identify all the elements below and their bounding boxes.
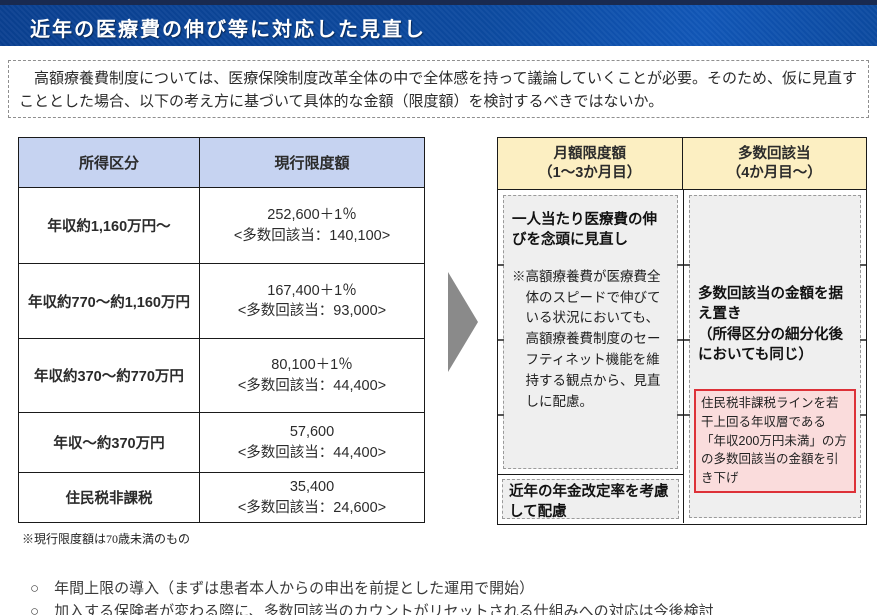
bullet-list: ○ 年間上限の導入（まずは患者本人からの申出を前提とした運用で開始） ○ 加入す… [30, 580, 714, 615]
income-cell: 年収約1,160万円～ [18, 187, 200, 264]
limit-cell: 80,100＋1％ <多数回該当：44,400> [199, 338, 425, 413]
circle-bullet-icon: ○ [30, 602, 40, 615]
monthly-revision-heading: 一人当たり医療費の伸びを念頭に見直し [512, 212, 657, 249]
table-row: 年収約370～約770万円 80,100＋1％ <多数回該当：44,400> [18, 338, 425, 413]
table-row: 年収約1,160万円～ 252,600＋1％ <多数回該当：140,100> [18, 187, 425, 264]
monthly-limit-column: 一人当たり医療費の伸びを念頭に見直し ※高額療養費が医療費全体のスピードで伸びて… [498, 190, 684, 523]
limit-amount: 80,100＋1％ [271, 357, 353, 374]
row-divider-tick [498, 339, 504, 341]
multi-amount: <多数回該当：93,000> [237, 303, 387, 319]
revision-table-body: 一人当たり医療費の伸びを念頭に見直し ※高額療養費が医療費全体のスピードで伸びて… [498, 190, 866, 523]
limit-amount: 57,600 [289, 424, 335, 441]
page-title: 近年の医療費の伸び等に対応した見直し [30, 19, 426, 41]
row-divider-tick [677, 339, 683, 341]
limit-cell: 35,400 <多数回該当：24,600> [199, 472, 425, 523]
monthly-revision-note: ※高額療養費が医療費全体のスピードで伸びている状況においても、高額療養費制度のセ… [512, 268, 661, 410]
circle-bullet-icon: ○ [30, 580, 40, 597]
multiple-application-column: 多数回該当の金額を据え置き （所得区分の細分化後においても同じ） 住民税非課税ラ… [684, 190, 866, 523]
table-row: 住民税非課税 35,400 <多数回該当：24,600> [18, 472, 425, 523]
revision-table: 月額限度額 （1～3か月目） 多数回該当 （4か月目～） 一人当たり医療費の伸び… [497, 137, 867, 525]
revision-table-header: 月額限度額 （1～3か月目） 多数回該当 （4か月目～） [498, 138, 866, 190]
row-divider-tick [498, 264, 504, 266]
limit-amount: 35,400 [289, 479, 335, 496]
row-divider-tick [684, 414, 690, 416]
col-header-current-limit: 現行限度額 [199, 137, 425, 188]
page-title-bar: 近年の医療費の伸び等に対応した見直し [0, 0, 877, 46]
row-divider-tick [677, 264, 683, 266]
row-divider-tick [684, 264, 690, 266]
highlight-note: 住民税非課税ラインを若干上回る年収層である「年収200万円未満」の方の多数回該当… [694, 389, 856, 493]
income-cell: 年収～約370万円 [18, 412, 200, 473]
pension-note-cell: 近年の年金改定率を考慮して配慮 [498, 475, 683, 523]
income-cell: 年収約370～約770万円 [18, 338, 200, 413]
monthly-revision-cell: 一人当たり医療費の伸びを念頭に見直し ※高額療養費が医療費全体のスピードで伸びて… [498, 190, 683, 475]
bullet-item: ○ 年間上限の導入（まずは患者本人からの申出を前提とした運用で開始） [30, 580, 714, 599]
limit-cell: 57,600 <多数回該当：44,400> [199, 412, 425, 473]
bullet-text: 加入する保険者が変わる際に、多数回該当のカウントがリセットされる仕組みへの対応は… [54, 602, 714, 615]
multi-amount: <多数回該当：44,400> [237, 377, 387, 394]
row-divider-tick [684, 339, 690, 341]
pension-note-text: 近年の年金改定率を考慮して配慮 [509, 484, 669, 521]
col-header-monthly-limit: 月額限度額 （1～3か月目） [498, 138, 683, 189]
row-divider-tick [860, 414, 866, 416]
col-header-multiple-application: 多数回該当 （4か月目～） [682, 138, 866, 189]
table-row: 年収～約370万円 57,600 <多数回該当：44,400> [18, 412, 425, 473]
intro-text: 高額療養費制度については、医療保険制度改革全体の中で全体感を持って議論していくこ… [19, 70, 858, 111]
row-divider-tick [677, 414, 683, 416]
row-divider-tick [860, 339, 866, 341]
multi-amount: <多数回該当：24,600> [237, 499, 387, 516]
row-divider-tick [860, 264, 866, 266]
col-header-income: 所得区分 [18, 137, 200, 188]
multiple-hold-box: 多数回該当の金額を据え置き （所得区分の細分化後においても同じ） 住民税非課税ラ… [689, 195, 861, 518]
limit-cell: 252,600＋1％ <多数回該当：140,100> [199, 187, 425, 264]
row-divider-tick [498, 414, 504, 416]
multiple-hold-heading: 多数回該当の金額を据え置き （所得区分の細分化後においても同じ） [698, 286, 843, 363]
income-cell: 年収約770～約1,160万円 [18, 263, 200, 339]
multi-amount: <多数回該当：44,400> [237, 444, 387, 461]
limit-cell: 167,400＋1％ <多数回該当：93,000> [199, 263, 425, 339]
multi-amount: <多数回該当：140,100> [233, 227, 391, 244]
bullet-text: 年間上限の導入（まずは患者本人からの申出を前提とした運用で開始） [54, 580, 535, 597]
current-limit-table: 所得区分 現行限度額 年収約1,160万円～ 252,600＋1％ <多数回該当… [18, 137, 425, 523]
table-header-row: 所得区分 現行限度額 [18, 137, 425, 188]
income-cell: 住民税非課税 [18, 472, 200, 523]
table-row: 年収約770～約1,160万円 167,400＋1％ <多数回該当：93,000… [18, 263, 425, 339]
limit-amount: 167,400＋1％ [267, 282, 357, 299]
limit-amount: 252,600＋1％ [267, 207, 357, 224]
transition-arrow-icon [448, 272, 478, 372]
pension-note-box: 近年の年金改定率を考慮して配慮 [502, 479, 679, 520]
table-footnote: ※現行限度額は70歳未満のもの [22, 532, 191, 546]
monthly-revision-box: 一人当たり医療費の伸びを念頭に見直し ※高額療養費が医療費全体のスピードで伸びて… [503, 195, 678, 469]
intro-box: 高額療養費制度については、医療保険制度改革全体の中で全体感を持って議論していくこ… [8, 60, 869, 118]
bullet-item: ○ 加入する保険者が変わる際に、多数回該当のカウントがリセットされる仕組みへの対… [30, 603, 714, 615]
